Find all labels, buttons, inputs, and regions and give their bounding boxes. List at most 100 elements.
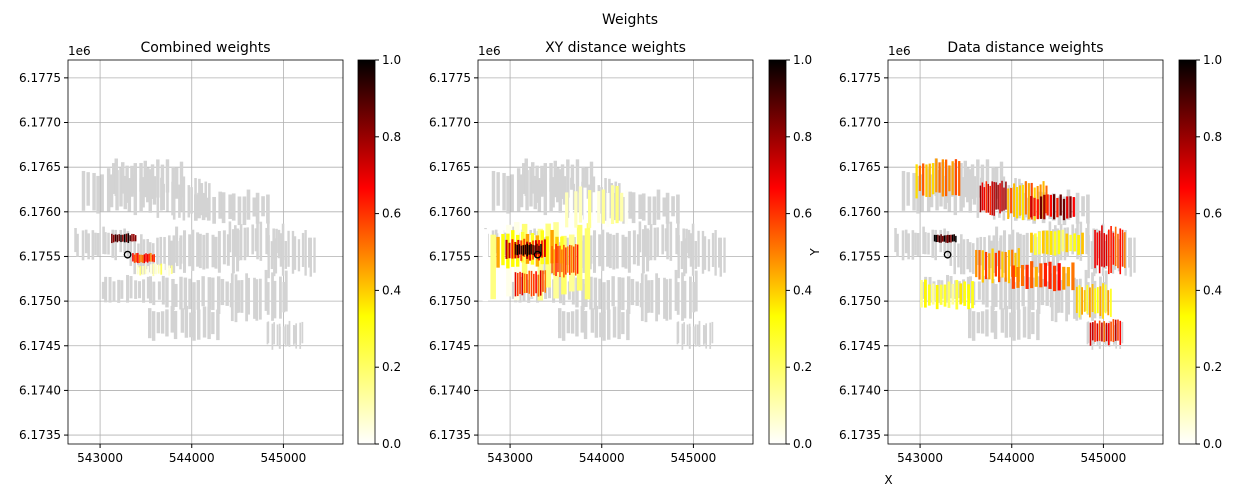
colorbar-tick-label: 1.0 — [793, 53, 812, 67]
weighted-point — [950, 234, 952, 243]
unweighted-point — [201, 192, 206, 221]
unweighted-point — [221, 192, 226, 224]
unweighted-point — [540, 165, 544, 197]
unweighted-point — [240, 280, 244, 313]
y-tick-label: 6.1755 — [429, 249, 471, 263]
weighted-point — [993, 181, 995, 216]
weighted-point — [118, 234, 120, 242]
unweighted-point — [1073, 277, 1076, 319]
unweighted-point — [599, 312, 603, 338]
unweighted-point — [246, 227, 249, 257]
weighted-point — [1066, 196, 1069, 219]
weighted-point — [1043, 194, 1046, 220]
unweighted-point — [576, 180, 579, 212]
unweighted-point — [999, 235, 1003, 264]
unweighted-point — [558, 276, 562, 304]
unweighted-point — [551, 177, 555, 208]
weighted-point — [944, 159, 948, 197]
unweighted-point — [650, 280, 654, 313]
unweighted-point — [694, 270, 698, 312]
unweighted-point — [529, 167, 533, 207]
weighted-point — [1110, 225, 1112, 273]
weighted-point — [1049, 231, 1053, 255]
unweighted-point — [985, 309, 989, 337]
weighted-point — [1102, 283, 1104, 319]
unweighted-point — [91, 230, 95, 260]
unweighted-point — [636, 234, 640, 266]
unweighted-point — [1090, 241, 1094, 270]
unweighted-point — [681, 272, 684, 321]
weighted-point — [1057, 230, 1061, 255]
y-tick-label: 6.1775 — [429, 71, 471, 85]
weighted-point — [928, 163, 931, 197]
unweighted-point — [1057, 280, 1061, 313]
unweighted-point — [1093, 322, 1095, 345]
weighted-point — [941, 159, 944, 197]
unweighted-point — [556, 167, 560, 203]
unweighted-point — [133, 174, 138, 216]
unweighted-point — [139, 178, 143, 213]
weighted-point — [557, 246, 559, 273]
unweighted-point — [621, 312, 625, 335]
unweighted-point — [581, 278, 585, 311]
unweighted-point — [689, 276, 692, 319]
colorbar-tick-label: 0.4 — [1203, 283, 1222, 297]
weighted-point — [1059, 194, 1062, 216]
unweighted-point — [245, 273, 249, 322]
weighted-point — [1094, 229, 1096, 269]
weighted-point — [565, 247, 567, 275]
unweighted-point — [1012, 311, 1016, 341]
weighted-point — [1117, 233, 1119, 269]
unweighted-point — [696, 324, 699, 345]
weighted-point — [1036, 199, 1039, 220]
weighted-point — [1034, 233, 1037, 255]
weighted-point — [1098, 320, 1101, 341]
weighted-point — [498, 222, 504, 293]
colorbar-tick-label: 0.8 — [382, 130, 401, 144]
unweighted-point — [960, 234, 963, 275]
weighted-point — [1094, 288, 1097, 314]
unweighted-point — [129, 235, 133, 266]
unweighted-point — [662, 197, 667, 217]
unweighted-point — [628, 191, 633, 219]
weighted-point — [1043, 262, 1048, 287]
unweighted-point — [264, 269, 268, 311]
weighted-point — [519, 271, 521, 295]
unweighted-point — [921, 281, 925, 299]
weighted-point — [998, 250, 1001, 283]
unweighted-point — [111, 229, 115, 258]
unweighted-point — [993, 310, 998, 340]
y-tick-label: 6.1770 — [429, 116, 471, 130]
unweighted-point — [911, 230, 915, 260]
weighted-point — [1057, 263, 1061, 291]
unweighted-point — [184, 305, 189, 338]
weighted-point — [981, 250, 984, 283]
unweighted-point — [533, 175, 537, 210]
weighted-point — [1101, 322, 1103, 342]
unweighted-point — [653, 227, 657, 261]
weighted-point — [165, 264, 168, 275]
unweighted-point — [521, 163, 526, 194]
weighted-point — [1071, 262, 1075, 291]
weighted-point — [1091, 322, 1094, 341]
unweighted-point — [246, 189, 251, 220]
unweighted-point — [156, 237, 159, 266]
unweighted-points — [484, 158, 726, 350]
weighted-point — [1016, 186, 1019, 219]
unweighted-point — [606, 232, 610, 267]
unweighted-point — [961, 177, 965, 208]
unweighted-point — [1031, 277, 1035, 311]
weighted-point — [534, 240, 538, 258]
x-tick-label: 544000 — [169, 451, 215, 465]
weighted-point — [1062, 198, 1066, 221]
unweighted-point — [674, 269, 678, 311]
unweighted-point — [166, 180, 169, 212]
weighted-point — [1103, 233, 1106, 268]
unweighted-point — [718, 237, 721, 268]
unweighted-point — [589, 161, 594, 198]
colorbar-tick-label: 0.8 — [1203, 130, 1222, 144]
weighted-point — [155, 263, 157, 275]
weighted-point — [537, 274, 540, 297]
unweighted-point — [671, 196, 675, 217]
weighted-point — [1101, 225, 1103, 267]
